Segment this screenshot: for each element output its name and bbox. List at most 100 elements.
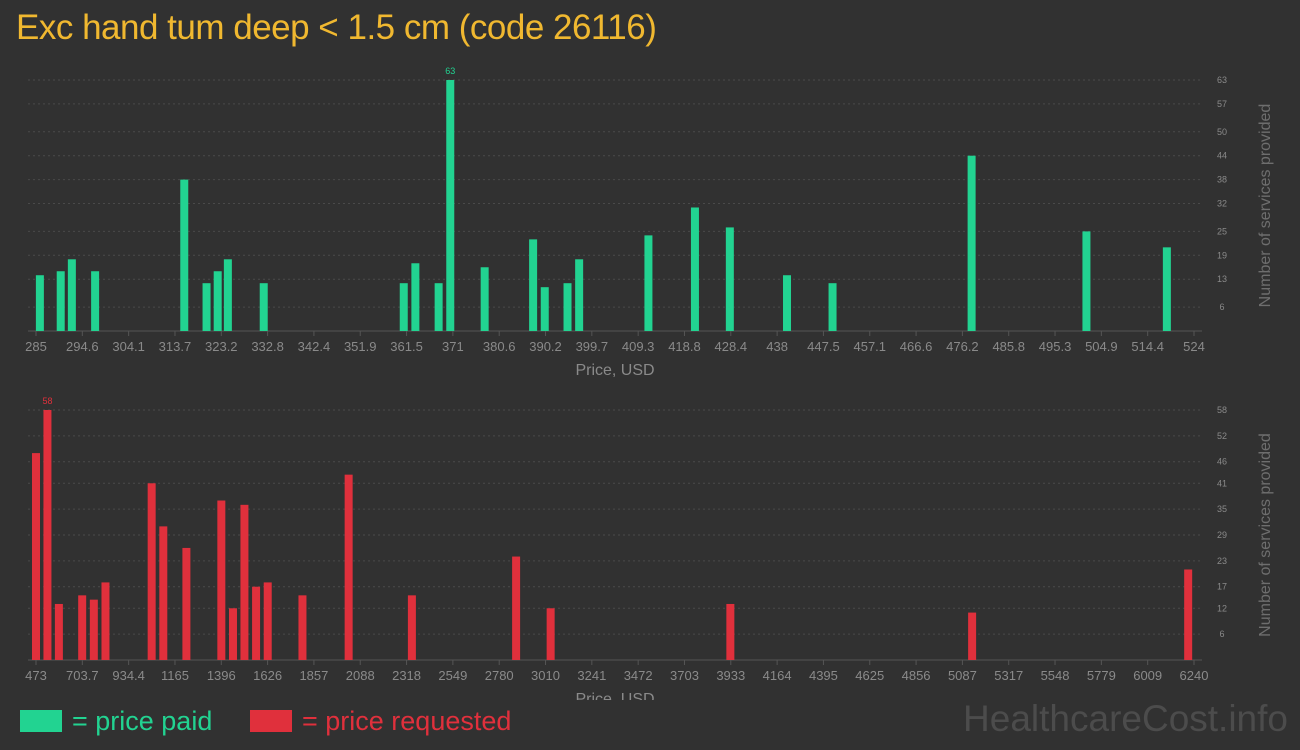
price-requested-chart: 6 12 17 23 29 35 41 46 52 58 473 703.7 934.4 1165 1396…	[25, 396, 1274, 700]
x-tick-label: 323.2	[205, 339, 238, 354]
legend-paid-label: = price paid	[72, 705, 213, 736]
watermark: HealthcareCost.info	[963, 698, 1288, 739]
bar	[1184, 569, 1193, 660]
max-value-label: 63	[445, 66, 455, 76]
x-tick-label: 4856	[902, 668, 931, 683]
x-tick-label: 6240	[1180, 668, 1209, 683]
bar	[259, 283, 268, 331]
bar	[54, 603, 63, 660]
x-tick-label: 3933	[716, 668, 745, 683]
y-axis-label: Number of services provided	[1257, 104, 1274, 308]
x-tick-label: 294.6	[66, 339, 99, 354]
bar	[1162, 247, 1171, 331]
x-tick-label: 390.2	[529, 339, 562, 354]
bar	[43, 410, 52, 660]
bar	[967, 155, 976, 331]
chart-title: Exc hand tum deep < 1.5 cm (code 26116)	[16, 8, 657, 47]
bar	[828, 283, 837, 331]
max-value-label: 58	[42, 396, 52, 406]
bar	[344, 474, 353, 660]
y-tick-label: 13	[1217, 274, 1227, 284]
x-tick-label: 2780	[485, 668, 514, 683]
y-tick-label: 25	[1217, 226, 1227, 236]
legend-paid-swatch	[20, 710, 62, 732]
bar	[411, 263, 420, 331]
bar	[512, 556, 521, 660]
x-tick-label: 418.8	[668, 339, 701, 354]
y-tick-label: 46	[1217, 457, 1227, 467]
bar	[147, 483, 156, 660]
x-tick-label: 3241	[577, 668, 606, 683]
x-tick-label: 457.1	[853, 339, 886, 354]
bar	[540, 287, 549, 331]
bar	[56, 271, 65, 331]
x-tick-label: 495.3	[1039, 339, 1072, 354]
bar	[32, 453, 40, 660]
x-tick-label: 466.6	[900, 339, 933, 354]
y-tick-label: 19	[1217, 250, 1227, 260]
bar	[89, 599, 98, 660]
bar	[407, 595, 416, 660]
x-tick-label: 2318	[392, 668, 421, 683]
bar	[298, 595, 307, 660]
x-tick-label: 447.5	[807, 339, 840, 354]
bar	[223, 259, 232, 331]
y-tick-label: 41	[1217, 478, 1227, 488]
bar	[240, 504, 249, 660]
bar	[252, 586, 261, 660]
x-tick-label: 5087	[948, 668, 977, 683]
x-tick-label: 313.7	[159, 339, 192, 354]
y-tick-label: 44	[1217, 151, 1227, 161]
y-tick-label: 6	[1219, 302, 1224, 312]
x-tick-label: 4395	[809, 668, 838, 683]
bar	[480, 267, 489, 331]
x-tick-label: 409.3	[622, 339, 655, 354]
x-axis-label: Price, USD	[575, 691, 654, 700]
x-tick-label: 5317	[994, 668, 1023, 683]
x-tick-label: 285	[25, 339, 47, 354]
bar	[968, 612, 977, 660]
bar	[67, 259, 76, 331]
bar	[159, 526, 168, 660]
y-axis-label: Number of services provided	[1257, 433, 1274, 637]
bar	[783, 275, 792, 331]
legend-price-paid: = price paid	[20, 704, 212, 738]
y-tick-label: 58	[1217, 405, 1227, 415]
x-tick-label: 1857	[299, 668, 328, 683]
x-tick-label: 438	[766, 339, 788, 354]
bar	[263, 582, 272, 660]
bar	[644, 235, 653, 331]
bar	[690, 207, 699, 331]
y-tick-label: 57	[1217, 99, 1227, 109]
x-tick-label: 399.7	[576, 339, 609, 354]
x-tick-label: 476.2	[946, 339, 979, 354]
x-tick-label: 3703	[670, 668, 699, 683]
x-tick-label: 4164	[763, 668, 792, 683]
legend-requested-label: = price requested	[302, 705, 512, 736]
y-tick-label: 50	[1217, 127, 1227, 137]
bar	[575, 259, 584, 331]
x-tick-label: 1626	[253, 668, 282, 683]
bar	[217, 500, 226, 660]
x-tick-label: 703.7	[66, 668, 99, 683]
x-tick-label: 304.1	[112, 339, 145, 354]
bar	[182, 547, 191, 660]
bar	[726, 603, 735, 660]
x-tick-label: 934.4	[112, 668, 145, 683]
bar	[78, 595, 87, 660]
bar	[202, 283, 211, 331]
x-axis-label: Price, USD	[575, 362, 654, 379]
y-tick-label: 17	[1217, 582, 1227, 592]
x-tick-label: 3472	[624, 668, 653, 683]
x-tick-label: 3010	[531, 668, 560, 683]
x-tick-label: 504.9	[1085, 339, 1118, 354]
bar	[563, 283, 572, 331]
y-tick-label: 6	[1219, 629, 1224, 639]
bar	[213, 271, 222, 331]
x-tick-label: 371	[442, 339, 464, 354]
x-tick-label: 6009	[1133, 668, 1162, 683]
y-tick-label: 38	[1217, 175, 1227, 185]
price-paid-chart: 6 13 19 25 32 38 44 50 57 63 285 294.6 304.1 313.7 323…	[25, 66, 1274, 379]
y-tick-label: 23	[1217, 556, 1227, 566]
y-tick-label: 52	[1217, 431, 1227, 441]
